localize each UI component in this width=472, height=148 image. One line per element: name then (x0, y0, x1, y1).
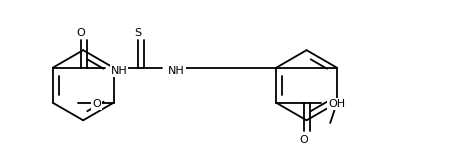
Text: NH: NH (168, 66, 185, 76)
Text: NH: NH (111, 66, 127, 76)
Text: O: O (76, 28, 85, 38)
Text: OH: OH (328, 99, 345, 109)
Text: O: O (92, 99, 101, 109)
Text: O: O (300, 135, 309, 145)
Text: S: S (134, 28, 141, 38)
